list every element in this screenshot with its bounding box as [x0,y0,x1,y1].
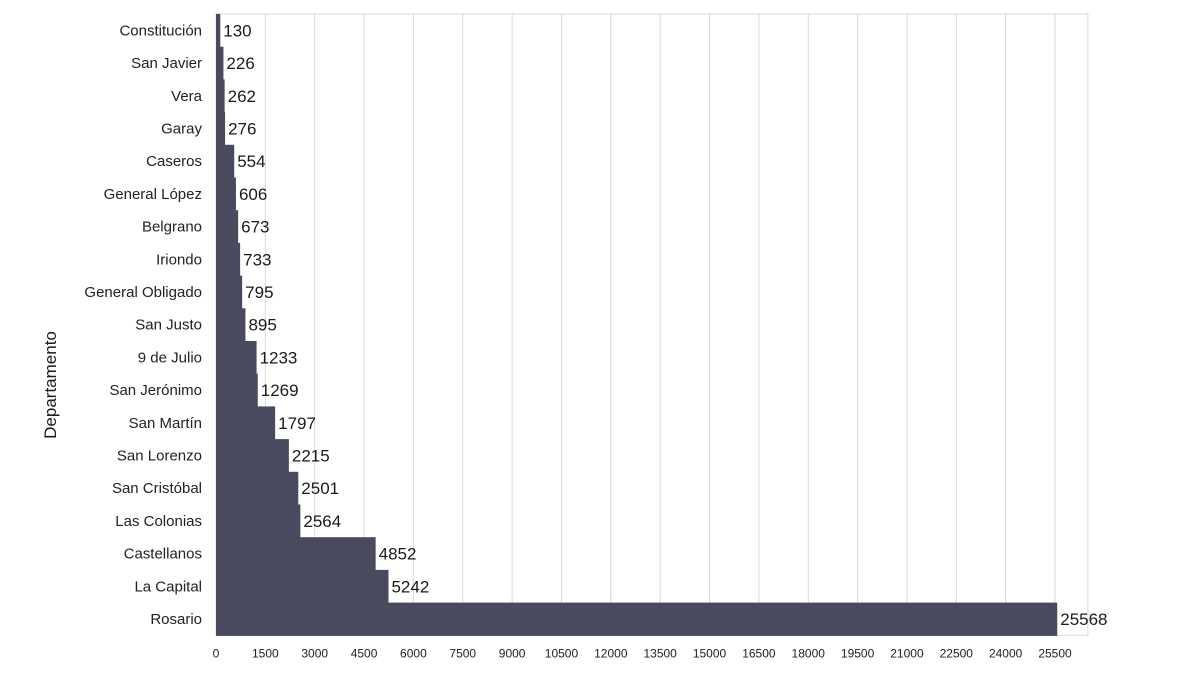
bar [216,471,299,506]
category-label: Castellanos [124,546,202,563]
category-label: Garay [161,120,202,137]
data-label: 5242 [391,577,429,596]
x-tick-label: 22500 [940,646,974,660]
bar [216,373,258,407]
data-label: 895 [248,316,276,335]
x-tick-label: 7500 [449,646,476,660]
data-label: 226 [226,54,254,73]
bar [216,112,226,146]
data-label: 733 [243,250,271,269]
data-label: 795 [245,283,273,302]
category-label: San Jerónimo [109,382,202,399]
y-axis-title: Departamento [41,331,60,439]
x-tick-label: 21000 [890,646,924,660]
bar [216,46,224,80]
category-label: Vera [171,88,203,105]
bar [216,308,246,342]
data-label: 673 [241,218,269,237]
x-tick-label: 0 [213,646,220,660]
bar [216,439,289,473]
data-label: 1233 [260,348,298,367]
bar [216,602,1058,636]
category-label: Iriondo [156,251,202,268]
bar [216,275,243,309]
category-label: Las Colonias [115,513,202,530]
x-tick-label: 16500 [742,646,776,660]
category-label: San Cristóbal [112,480,202,497]
category-label: La Capital [134,578,202,595]
data-label: 554 [237,152,265,171]
bar [216,242,241,277]
bar [216,569,389,604]
data-label: 1269 [261,381,299,400]
x-tick-label: 6000 [400,646,427,660]
x-tick-label: 10500 [545,646,579,660]
data-label: 2501 [301,479,339,498]
x-tick-label: 9000 [499,646,526,660]
category-label: General López [104,186,202,203]
bar [216,537,376,571]
data-label: 262 [228,87,256,106]
bar [216,504,301,538]
bar [216,341,257,375]
x-tick-label: 24000 [989,646,1023,660]
bar [216,177,236,211]
data-label: 25568 [1060,610,1107,629]
bar-layer [216,14,1058,636]
category-label: San Martín [129,415,202,432]
x-tick-label: 18000 [792,646,826,660]
category-label: San Lorenzo [117,447,202,464]
x-tick-label: 25500 [1038,646,1072,660]
data-label: 606 [239,185,267,204]
bar [216,144,235,179]
x-tick-label: 13500 [643,646,677,660]
category-label: General Obligado [84,284,202,301]
data-label: 130 [223,21,251,40]
category-label: Rosario [150,611,202,628]
category-label: Belgrano [142,219,202,236]
category-label: Constitución [119,22,202,39]
bar [216,14,221,48]
x-tick-label: 19500 [841,646,875,660]
category-label: Caseros [146,153,202,170]
bar [216,406,276,440]
label-layer: 0 1500 3000 4500 6000 7500 9000 10500 12000 13500… [84,21,1107,660]
x-tick-label: 3000 [301,646,328,660]
data-label: 276 [228,119,256,138]
bar [216,210,239,244]
data-label: 2215 [292,446,330,465]
grid-layer [215,13,1089,636]
x-tick-label: 4500 [351,646,378,660]
x-tick-label: 1500 [252,646,279,660]
category-label: San Justo [135,317,202,334]
data-label: 1797 [278,414,316,433]
bar [216,79,225,113]
category-label: 9 de Julio [138,349,202,366]
data-label: 4852 [379,545,417,564]
category-label: San Javier [131,55,202,72]
data-label: 2564 [303,512,341,531]
x-tick-label: 15000 [693,646,727,660]
x-tick-label: 12000 [594,646,628,660]
